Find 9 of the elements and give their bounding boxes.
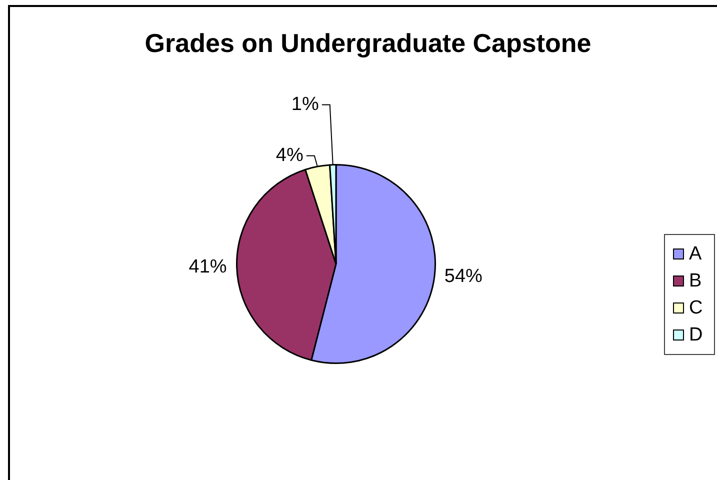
data-label: 54% xyxy=(444,266,483,288)
data-label: 41% xyxy=(188,256,227,278)
legend-label: A xyxy=(689,244,702,265)
legend-label: D xyxy=(689,324,703,346)
legend-label: B xyxy=(689,270,702,292)
data-label: 4% xyxy=(276,144,304,166)
legend-label: C xyxy=(689,298,703,319)
chart-title: Grades on Undergraduate Capstone xyxy=(144,28,592,58)
data-label: 1% xyxy=(291,94,319,115)
